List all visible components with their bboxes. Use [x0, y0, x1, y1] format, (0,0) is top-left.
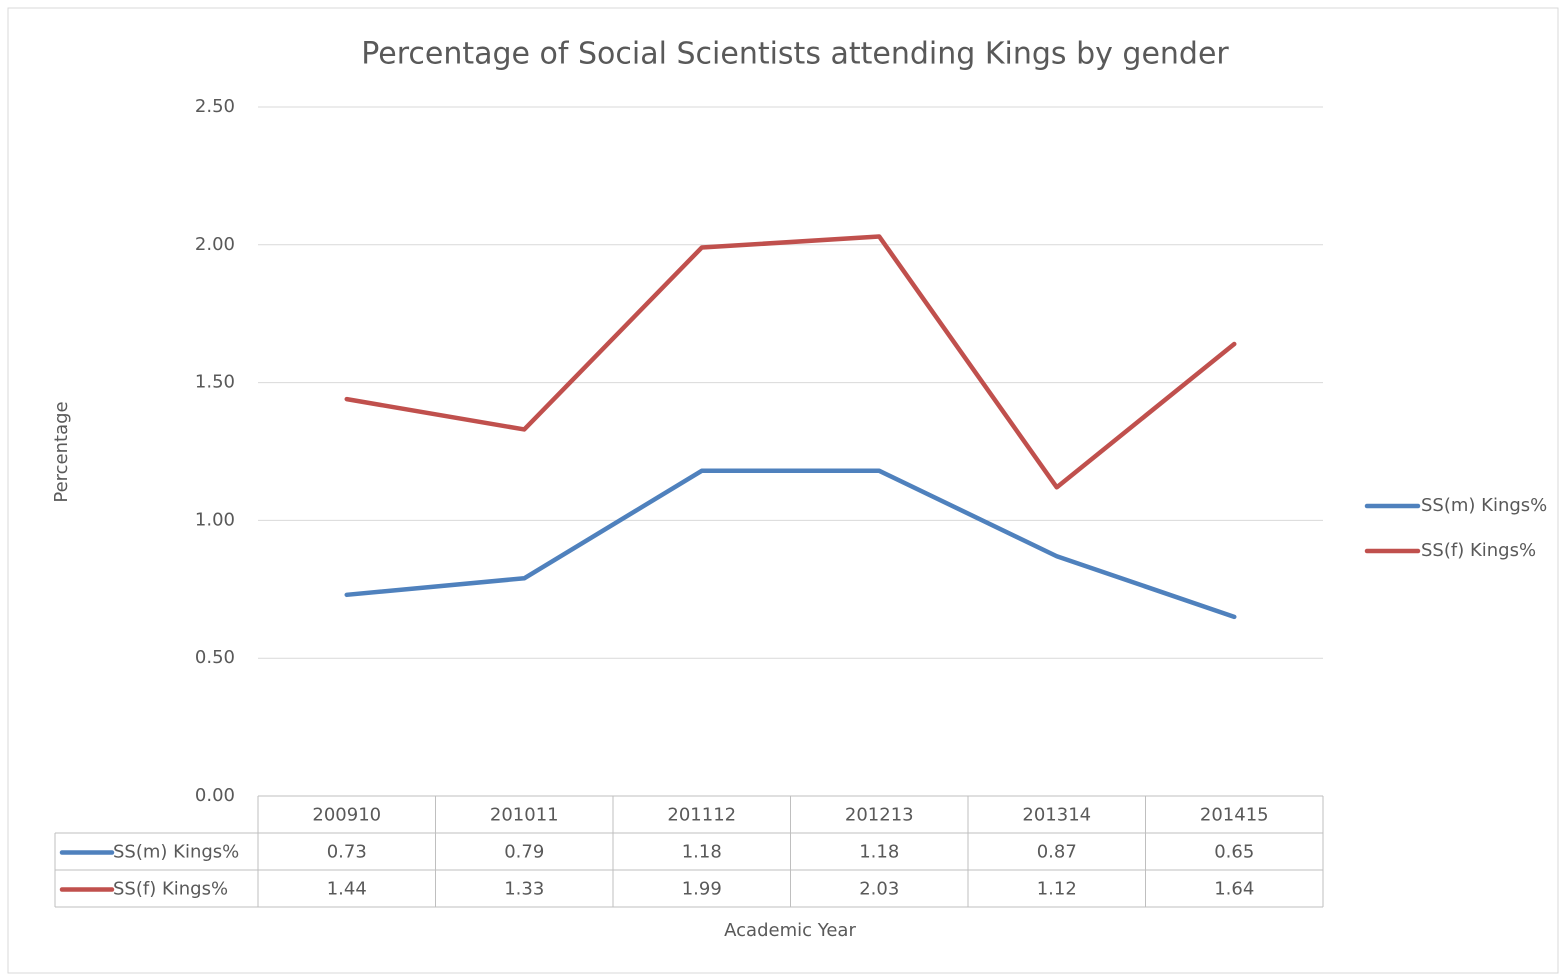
table-value: 0.87 — [1037, 842, 1077, 863]
x-tick-label: 201314 — [1022, 805, 1091, 826]
legend-label: SS(f) Kings% — [1421, 540, 1536, 561]
table-row-label: SS(m) Kings% — [113, 842, 239, 863]
table-value: 1.12 — [1037, 879, 1077, 900]
x-tick-label: 201415 — [1200, 805, 1269, 826]
table-value: 2.03 — [859, 879, 899, 900]
chart-title: Percentage of Social Scientists attendin… — [361, 37, 1229, 72]
y-tick-label: 2.00 — [195, 234, 235, 255]
table-value: 1.33 — [504, 879, 544, 900]
y-tick-label: 1.00 — [195, 509, 235, 530]
y-tick-label: 1.50 — [195, 372, 235, 393]
y-tick-label: 0.50 — [195, 647, 235, 668]
table-value: 1.18 — [682, 842, 722, 863]
table-value: 0.65 — [1214, 842, 1254, 863]
table-row-label: SS(f) Kings% — [113, 879, 228, 900]
table-value: 1.64 — [1214, 879, 1254, 900]
x-axis-title: Academic Year — [724, 920, 856, 941]
legend-label: SS(m) Kings% — [1421, 495, 1547, 516]
y-axis-title: Percentage — [51, 401, 72, 502]
y-tick-label: 0.00 — [195, 785, 235, 806]
chart-border — [7, 7, 1559, 974]
series-line — [344, 234, 1237, 490]
x-tick-label: 201112 — [667, 805, 736, 826]
table-value: 1.44 — [327, 879, 367, 900]
y-tick-label: 2.50 — [195, 96, 235, 117]
x-tick-label: 200910 — [312, 805, 381, 826]
table-value: 0.73 — [327, 842, 367, 863]
table-value: 0.79 — [504, 842, 544, 863]
x-tick-label: 201011 — [490, 805, 559, 826]
table-value: 1.18 — [859, 842, 899, 863]
series-line — [344, 468, 1237, 620]
x-tick-label: 201213 — [845, 805, 914, 826]
table-value: 1.99 — [682, 879, 722, 900]
